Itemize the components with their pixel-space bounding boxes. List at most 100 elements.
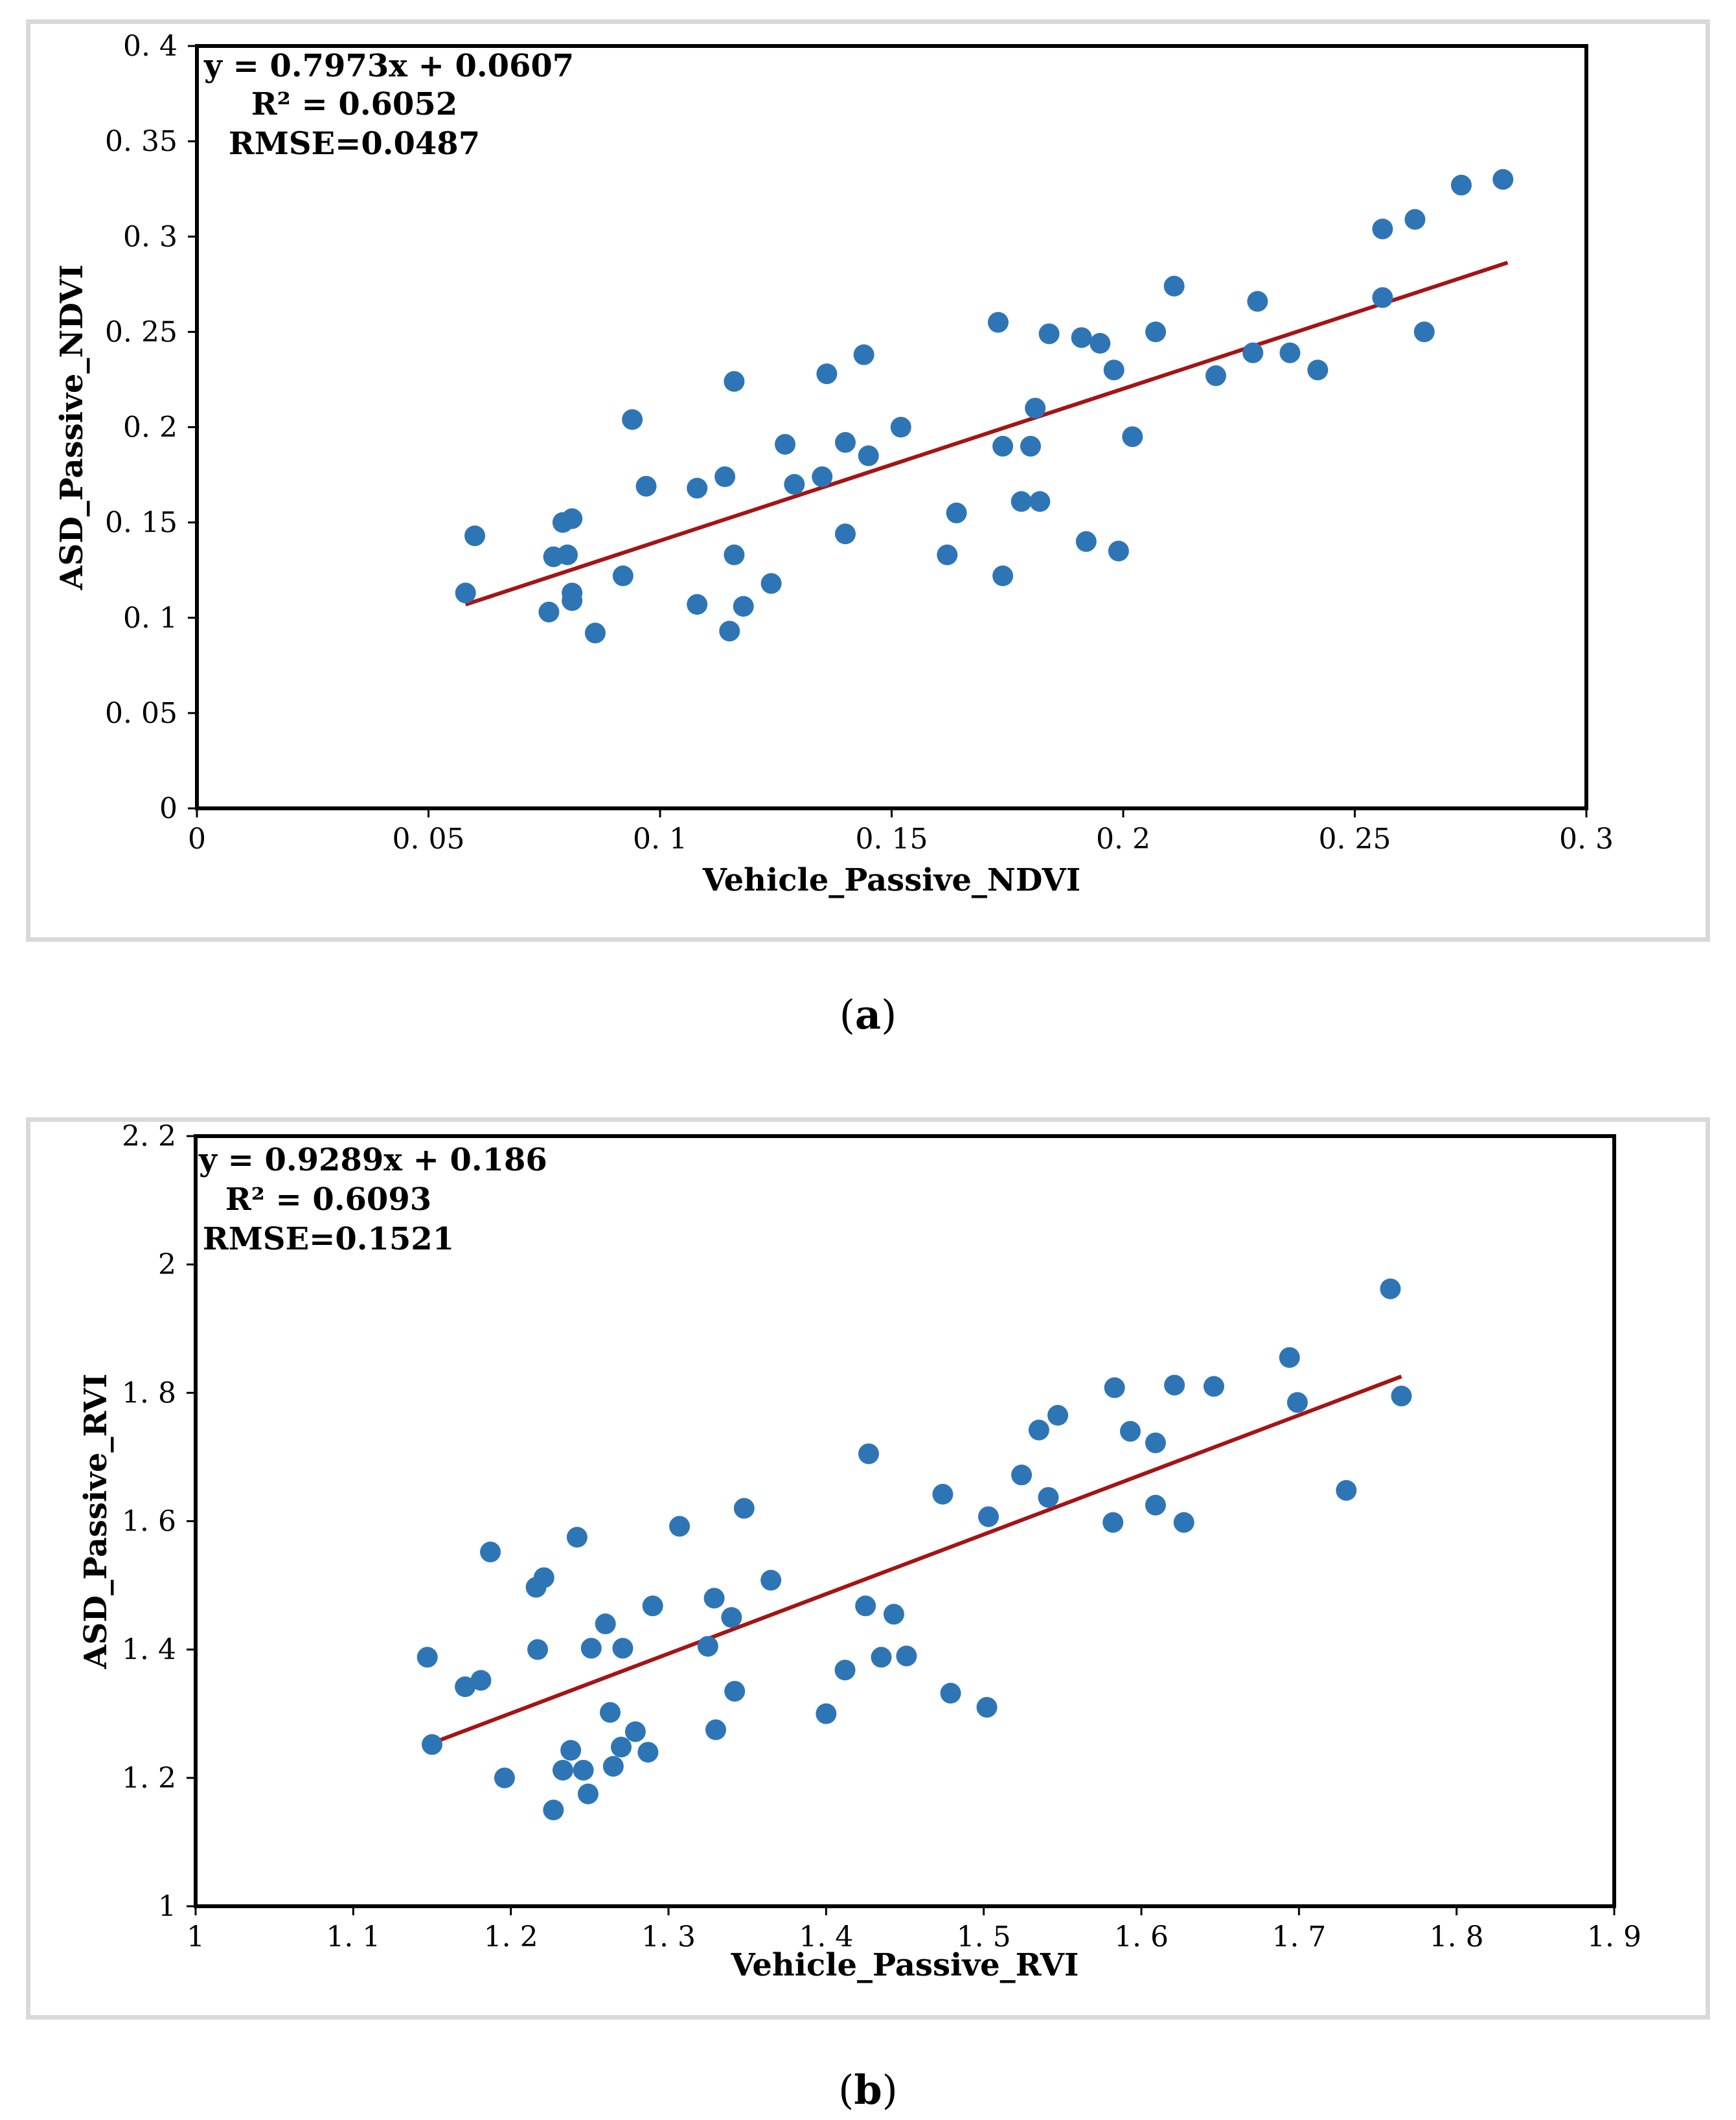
data-point bbox=[642, 1595, 663, 1617]
caption-a: (a) bbox=[839, 991, 897, 1038]
y-tick-label: 0. 4 bbox=[123, 30, 177, 63]
x-tick-label: 0. 05 bbox=[393, 823, 465, 856]
data-point bbox=[464, 525, 485, 547]
data-point bbox=[932, 1483, 954, 1505]
data-point bbox=[1122, 426, 1143, 448]
data-point bbox=[1336, 1479, 1357, 1501]
scatter-chart-ndvi: 0 0. 05 0. 1 0. 15 0. 2 0. 25 0. 3 0 0. 05 0. 1 0.… bbox=[54, 30, 1614, 898]
data-point bbox=[784, 473, 805, 495]
y-tick-label: 0. 2 bbox=[123, 411, 177, 444]
data-point bbox=[1286, 1392, 1308, 1413]
data-point bbox=[721, 1607, 742, 1628]
x-tick-label: 0. 3 bbox=[1559, 823, 1614, 856]
fit-annotation: RMSE=0.1521 bbox=[203, 1221, 454, 1257]
data-point bbox=[1071, 327, 1092, 348]
data-point bbox=[1391, 1385, 1412, 1407]
y-tick-label: 0. 25 bbox=[105, 315, 177, 348]
y-tick-label: 1. 8 bbox=[122, 1376, 176, 1409]
data-point bbox=[896, 1645, 917, 1667]
fit-annotation: y = 0.9289x + 0.186 bbox=[198, 1142, 547, 1178]
x-tick-label: 0 bbox=[188, 823, 206, 856]
data-point bbox=[577, 1783, 599, 1805]
data-point bbox=[883, 1604, 904, 1625]
data-point bbox=[705, 1719, 726, 1740]
data-point bbox=[1029, 491, 1051, 512]
data-point bbox=[937, 544, 958, 565]
x-tick-label: 1. 1 bbox=[326, 1921, 380, 1954]
data-point bbox=[816, 363, 838, 385]
data-point bbox=[1450, 174, 1472, 196]
data-point bbox=[552, 1759, 573, 1781]
data-point bbox=[1372, 287, 1393, 308]
y-tick-label: 0. 1 bbox=[123, 602, 177, 635]
y-tick-label: 1. 2 bbox=[122, 1762, 176, 1795]
data-point bbox=[1038, 323, 1060, 345]
data-point bbox=[1307, 359, 1329, 381]
data-point bbox=[612, 565, 634, 587]
data-point bbox=[1102, 1512, 1124, 1533]
x-tick-label: 0. 25 bbox=[1319, 823, 1391, 856]
data-point bbox=[1145, 1494, 1166, 1516]
data-point bbox=[470, 1670, 492, 1691]
data-point bbox=[612, 1637, 634, 1659]
data-point bbox=[1104, 1377, 1125, 1398]
data-point bbox=[602, 1755, 624, 1777]
data-point bbox=[624, 1721, 646, 1742]
data-point bbox=[1279, 342, 1301, 363]
data-point bbox=[538, 601, 560, 622]
data-point bbox=[724, 370, 745, 392]
data-point bbox=[858, 445, 879, 466]
data-point bbox=[687, 477, 708, 499]
data-point bbox=[595, 1613, 616, 1635]
chart-panel-b: 1 1. 1 1. 2 1. 3 1. 4 1. 5 1. 6 1. 7 1. 8 1. 9 1 1.… bbox=[26, 1117, 1710, 2020]
data-point bbox=[1413, 321, 1435, 343]
data-point bbox=[1203, 1376, 1224, 1397]
data-point bbox=[422, 1734, 442, 1755]
data-point bbox=[1145, 321, 1167, 343]
data-point bbox=[1492, 168, 1514, 190]
data-point bbox=[611, 1737, 632, 1758]
data-point bbox=[573, 1759, 594, 1781]
data-point bbox=[1205, 365, 1226, 387]
scatter-chart-rvi: 1 1. 1 1. 2 1. 3 1. 4 1. 5 1. 6 1. 7 1. 8 1. 9 1 1.… bbox=[78, 1122, 1641, 1983]
data-point bbox=[455, 1676, 476, 1698]
x-tick-label: 1. 5 bbox=[957, 1921, 1011, 1954]
fit-annotation: R² = 0.6052 bbox=[251, 86, 457, 122]
data-point bbox=[494, 1767, 515, 1788]
x-tick-label: 0. 2 bbox=[1096, 823, 1150, 856]
y-tick-label: 0. 3 bbox=[123, 220, 177, 253]
data-point bbox=[1038, 1487, 1059, 1508]
data-point bbox=[1163, 275, 1185, 297]
plot-area bbox=[194, 1134, 1616, 1908]
data-point bbox=[977, 1506, 999, 1527]
data-point bbox=[890, 416, 911, 438]
data-point bbox=[946, 502, 967, 523]
data-point bbox=[635, 475, 657, 497]
data-point bbox=[724, 1681, 746, 1702]
data-point bbox=[987, 312, 1009, 333]
data-point bbox=[1011, 1465, 1033, 1486]
y-tick-label: 0 bbox=[159, 792, 177, 825]
x-tick-label: 1. 2 bbox=[484, 1921, 538, 1954]
data-point bbox=[834, 1659, 856, 1681]
data-point bbox=[562, 590, 583, 611]
data-point bbox=[1075, 531, 1097, 553]
y-tick-label: 0. 05 bbox=[105, 697, 177, 730]
data-point bbox=[580, 1637, 602, 1659]
data-point bbox=[1047, 1405, 1069, 1426]
data-point bbox=[637, 1742, 659, 1763]
data-point bbox=[1173, 1512, 1194, 1533]
regression-line bbox=[464, 260, 1509, 607]
data-point bbox=[687, 594, 708, 615]
y-axis-title: ASD_Passive_NDVI bbox=[54, 264, 90, 591]
data-point bbox=[760, 1569, 782, 1591]
data-point bbox=[992, 435, 1014, 457]
data-point bbox=[719, 621, 740, 642]
x-tick-label: 0. 1 bbox=[633, 823, 687, 856]
data-point bbox=[775, 433, 796, 455]
data-point bbox=[562, 508, 583, 529]
data-point bbox=[858, 1443, 880, 1465]
data-point bbox=[703, 1588, 725, 1609]
data-point bbox=[557, 544, 578, 565]
data-point bbox=[1145, 1432, 1166, 1453]
